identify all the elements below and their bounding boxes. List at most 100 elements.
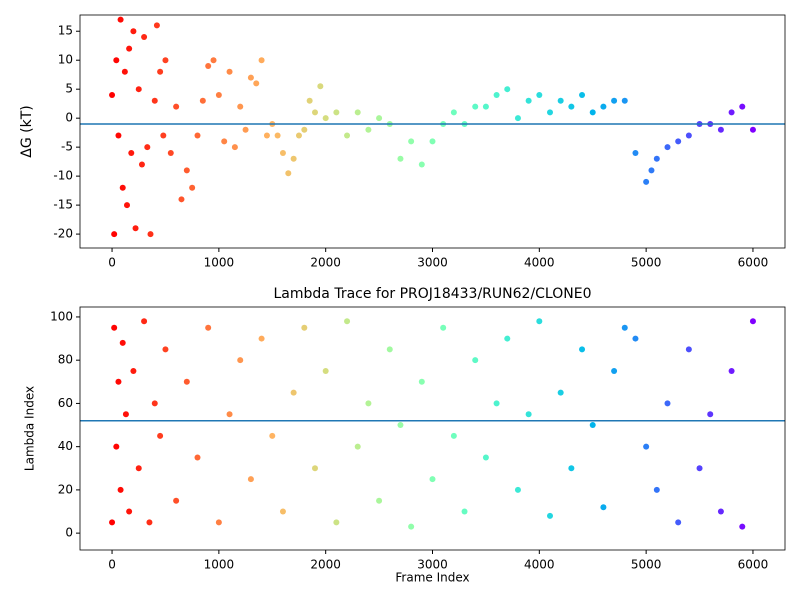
point [237,103,244,110]
point [643,443,650,450]
point [354,109,361,116]
point [450,109,457,116]
point [717,126,724,133]
point [611,367,618,374]
point [504,335,511,342]
point [157,432,164,439]
y-tick-label: 100 [50,309,73,323]
point [215,91,222,98]
x-tick-label: 5000 [631,256,662,270]
point [111,231,118,238]
point [119,339,126,346]
x-tick-label: 6000 [738,256,769,270]
point [643,178,650,185]
point [728,367,735,374]
point [199,97,206,104]
point [685,132,692,139]
point [461,508,468,515]
point [205,324,212,331]
point [126,45,133,52]
point [130,28,137,35]
point [418,161,425,168]
point [173,497,180,504]
y-tick-label: -15 [53,198,73,212]
point [739,523,746,530]
point [135,465,142,472]
point [493,91,500,98]
point [440,324,447,331]
point [237,357,244,364]
point [144,144,151,151]
point [504,86,511,93]
point [312,109,318,116]
y-axis-label: ΔG (kT) [19,105,35,157]
point [739,103,746,110]
point [205,63,212,70]
point [242,126,249,133]
point [274,132,281,139]
y-tick-label: 10 [58,53,73,67]
point [418,378,425,385]
point [231,144,238,151]
point [547,512,553,519]
point [696,465,703,472]
point [141,34,148,41]
point [109,91,116,98]
point [247,476,254,483]
x-tick-label: 3000 [417,256,448,270]
point [685,346,692,353]
y-tick-label: 0 [65,111,73,125]
point [365,126,372,133]
point [113,443,120,450]
y-tick-label: 15 [58,24,73,38]
y-axis-label: Lambda Index [23,386,37,471]
point [514,115,521,122]
point [258,335,265,342]
point [295,132,302,139]
point [579,346,586,353]
point [130,367,137,374]
point [119,184,126,191]
point [124,202,130,209]
point [675,519,682,526]
y-tick-label: -20 [53,227,73,241]
point [173,103,180,110]
point [162,57,169,64]
point [568,103,575,110]
point [122,411,129,418]
point [386,346,393,353]
chart-title: Lambda Trace for PROJ18433/RUN62/CLONE0 [274,286,592,302]
point [514,486,521,493]
point [557,97,564,104]
point [707,411,714,418]
x-tick-label: 6000 [738,558,769,572]
point [749,126,756,133]
point [151,400,158,407]
point [117,486,124,493]
point [226,411,233,418]
point [215,519,222,526]
point [221,138,228,145]
point [178,196,185,203]
point [126,508,133,515]
y-tick-label: -5 [61,140,73,154]
point [333,519,340,526]
point [162,346,169,353]
point [354,443,361,450]
point [183,167,190,174]
point [160,132,167,139]
point [210,57,217,64]
point [397,155,404,162]
point [226,68,233,75]
point [132,225,139,232]
point [493,400,500,407]
x-tick-label: 1000 [204,256,235,270]
x-tick-label: 0 [108,256,116,270]
y-tick-label: 80 [58,353,73,367]
point [151,97,158,104]
point [189,184,196,191]
point [717,508,724,515]
point [312,465,318,472]
x-tick-label: 0 [108,558,116,572]
point [279,149,286,156]
